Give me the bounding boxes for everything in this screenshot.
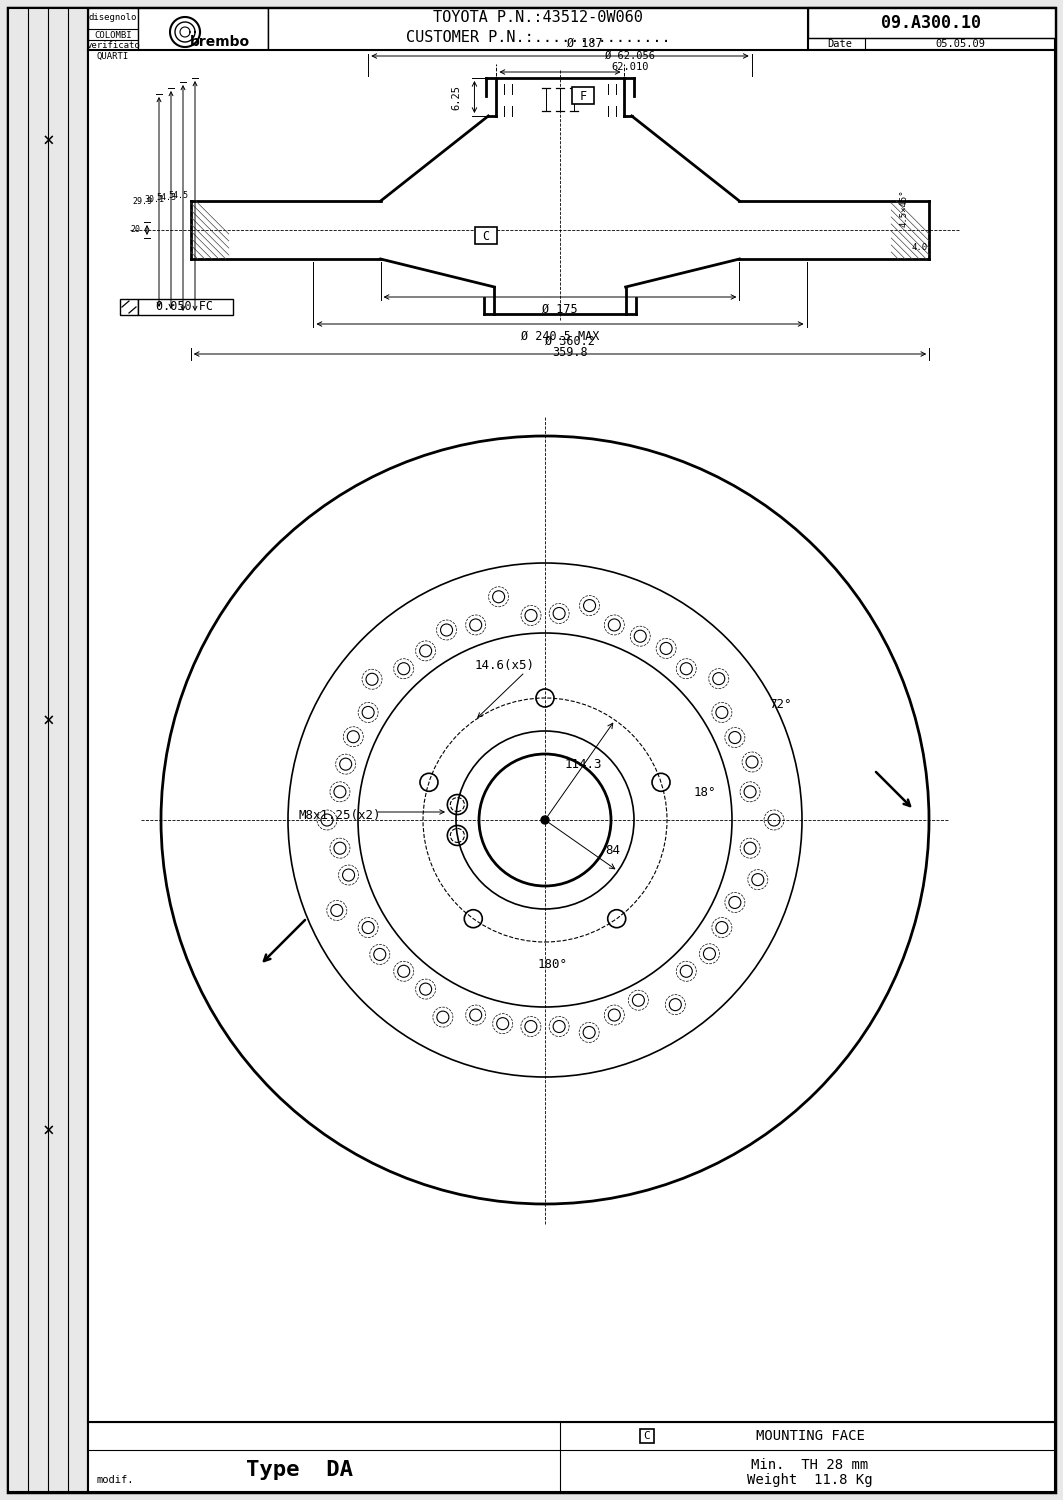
Text: COLOMBI: COLOMBI	[95, 30, 132, 39]
Bar	[572, 87, 594, 104]
Text: QUARTI: QUARTI	[97, 51, 129, 60]
Text: 30.1: 30.1	[144, 195, 164, 204]
Text: 6.25: 6.25	[452, 84, 461, 110]
Text: M8x1.25(x2): M8x1.25(x2)	[299, 808, 382, 822]
Text: 54.3: 54.3	[156, 194, 176, 202]
Text: 09.A300.10: 09.A300.10	[881, 13, 981, 32]
Text: 18°: 18°	[694, 786, 716, 798]
Bar	[475, 226, 497, 244]
Text: 54.5: 54.5	[168, 192, 188, 201]
Bar	[88, 1422, 1054, 1492]
Text: 180°: 180°	[538, 957, 568, 970]
Text: Type  DA: Type DA	[247, 1460, 354, 1480]
Text: disegnolo: disegnolo	[89, 12, 137, 21]
Text: 84: 84	[606, 843, 621, 856]
Text: brembo: brembo	[190, 34, 250, 50]
Text: 0.050 FC: 0.050 FC	[156, 300, 214, 313]
Text: 114.3: 114.3	[564, 759, 602, 771]
Text: 29.9: 29.9	[132, 198, 152, 207]
Bar	[808, 8, 1054, 38]
Bar	[88, 8, 1054, 50]
Text: 4.0: 4.0	[911, 243, 927, 252]
Text: Weight  11.8 Kg: Weight 11.8 Kg	[747, 1473, 873, 1486]
Text: 14.6(x5): 14.6(x5)	[475, 658, 535, 672]
Text: 359.8: 359.8	[552, 346, 588, 360]
Text: Ø 62.056: Ø 62.056	[605, 51, 655, 62]
Bar	[640, 1430, 654, 1443]
Text: TOYOTA P.N.:43512-0W060: TOYOTA P.N.:43512-0W060	[433, 10, 643, 26]
Text: 20: 20	[130, 225, 140, 234]
Text: 05.05.09: 05.05.09	[935, 39, 985, 50]
Text: 62.010: 62.010	[611, 62, 648, 72]
Text: Ø 240.5 MAX: Ø 240.5 MAX	[521, 330, 600, 342]
Text: C: C	[483, 230, 490, 243]
Circle shape	[541, 816, 549, 824]
Text: ×: ×	[43, 1120, 54, 1140]
Bar	[120, 298, 138, 315]
Text: ×: ×	[43, 130, 54, 150]
Text: CUSTOMER P.N.:...............: CUSTOMER P.N.:...............	[406, 30, 671, 45]
Bar	[138, 298, 233, 315]
Text: verificato: verificato	[86, 40, 140, 50]
Text: C: C	[643, 1431, 651, 1442]
Bar	[138, 8, 268, 50]
Text: F: F	[579, 90, 587, 102]
Bar	[268, 8, 808, 50]
Bar	[88, 8, 218, 50]
Text: Ø 360.2: Ø 360.2	[545, 334, 595, 348]
Text: 72°: 72°	[769, 699, 791, 711]
Text: ×: ×	[43, 711, 54, 729]
Bar	[9, 8, 88, 1492]
Text: 4.5×45°: 4.5×45°	[899, 189, 909, 226]
Text: Date: Date	[827, 39, 853, 50]
Text: Min.  TH 28 mm: Min. TH 28 mm	[752, 1458, 868, 1472]
Text: MOUNTING FACE: MOUNTING FACE	[756, 1430, 864, 1443]
Text: Ø 187: Ø 187	[568, 36, 603, 50]
Text: modif.: modif.	[97, 1474, 134, 1485]
Text: Ø 175: Ø 175	[542, 303, 578, 315]
Bar	[808, 8, 1054, 50]
